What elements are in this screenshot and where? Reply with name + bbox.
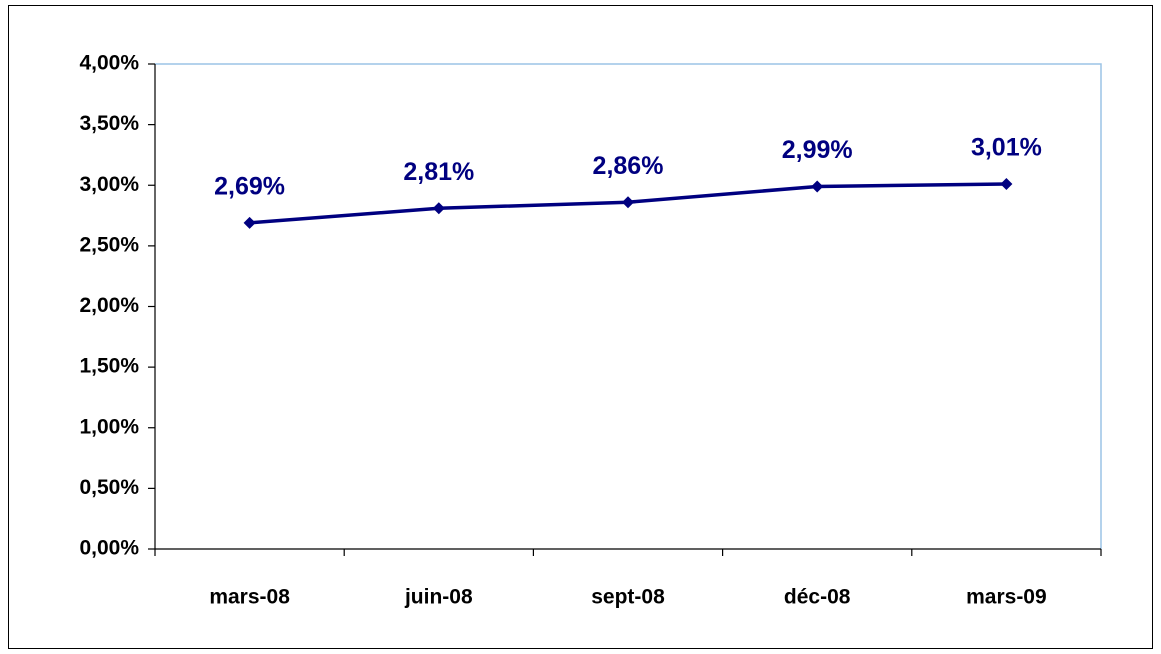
marker — [1000, 178, 1013, 191]
y-tick-label: 0,00% — [79, 537, 139, 560]
x-tick-label: juin-08 — [404, 586, 473, 609]
y-tick-label: 4,00% — [79, 52, 139, 75]
y-tick-label: 0,50% — [79, 476, 139, 499]
data-label: 3,01% — [971, 134, 1042, 162]
y-tick-label: 1,50% — [79, 355, 139, 378]
data-label: 2,99% — [782, 136, 853, 164]
y-tick-label: 2,00% — [79, 294, 139, 317]
x-tick-label: mars-08 — [209, 586, 290, 609]
chart-border — [8, 5, 1153, 649]
data-label: 2,81% — [403, 158, 474, 186]
plot-border — [155, 63, 1102, 549]
marker — [622, 196, 634, 209]
marker — [432, 202, 445, 215]
marker — [243, 216, 256, 229]
y-tick-label: 3,50% — [79, 112, 139, 135]
x-tick-label: déc-08 — [784, 586, 851, 609]
data-label: 2,69% — [214, 172, 285, 200]
y-tick-label: 2,50% — [79, 233, 139, 256]
data-label: 2,86% — [593, 152, 664, 180]
y-tick-label: 3,00% — [79, 173, 139, 196]
x-tick-label: mars-09 — [966, 586, 1047, 609]
marker — [811, 180, 824, 193]
x-tick-label: sept-08 — [591, 586, 665, 609]
y-tick-label: 1,00% — [79, 415, 139, 438]
